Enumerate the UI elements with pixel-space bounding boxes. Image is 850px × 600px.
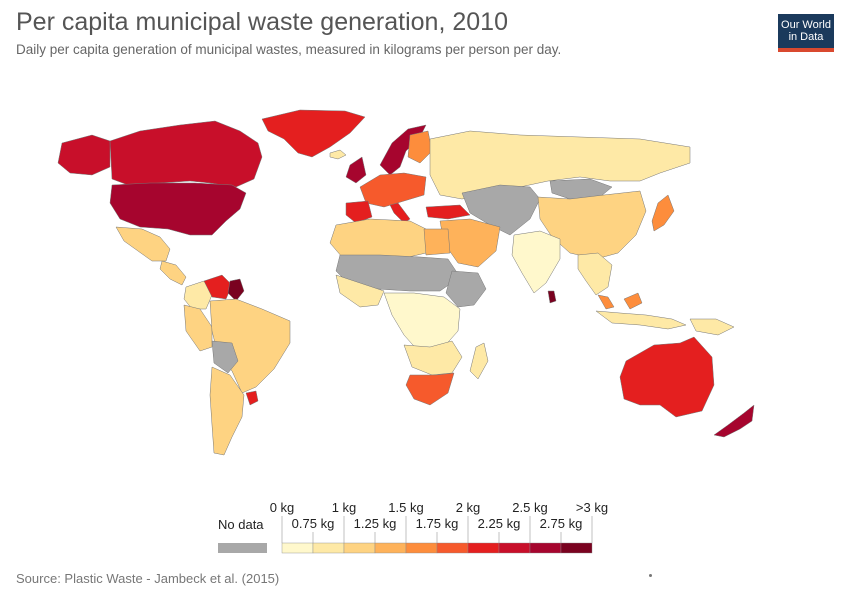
- region-greenland: [261, 109, 366, 158]
- region-australia: [619, 336, 715, 418]
- map-regions: [57, 109, 755, 456]
- region-argentina-chile: [209, 366, 245, 456]
- region-japan: [651, 194, 675, 232]
- region-kazakhstan-central: [461, 184, 541, 236]
- legend-lower-label-1: 1.25 kg: [354, 516, 397, 531]
- region-uruguay: [245, 390, 259, 406]
- region-north-africa: [329, 218, 427, 262]
- region-india: [511, 230, 561, 294]
- region-indonesia: [595, 310, 687, 330]
- region-canada: [109, 120, 263, 188]
- region-russia: [429, 130, 691, 200]
- legend-no-data-label: No data: [218, 517, 264, 532]
- region-central-africa: [383, 292, 461, 354]
- legend-lower-label-3: 2.25 kg: [478, 516, 521, 531]
- region-finland: [407, 130, 433, 164]
- legend-bin-0: [281, 542, 314, 554]
- region-egypt: [423, 228, 451, 256]
- legend-scale: 0 kg 1 kg 1.5 kg 2 kg 2.5 kg >3 kg 0.75 kg 1.25…: [270, 500, 608, 554]
- source-note: Source: Plastic Waste - Jambeck et al. (…: [16, 571, 280, 586]
- region-central-america: [159, 260, 187, 286]
- legend-bin-6: [467, 542, 500, 554]
- legend-upper-label-5: >3 kg: [576, 500, 608, 515]
- page-title: Per capita municipal waste generation, 2…: [16, 8, 508, 36]
- owid-logo[interactable]: Our World in Data: [778, 14, 834, 52]
- legend-upper-label-2: 1.5 kg: [388, 500, 423, 515]
- legend-no-data-swatch: [218, 543, 267, 553]
- region-turkey: [425, 204, 471, 220]
- legend-bin-1: [312, 542, 345, 554]
- region-iceland: [329, 149, 347, 160]
- legend-bin-4: [405, 542, 438, 554]
- region-sri-lanka: [547, 290, 557, 304]
- legend-lower-label-4: 2.75 kg: [540, 516, 583, 531]
- region-new-zealand: [713, 404, 755, 438]
- legend-bin-2: [343, 542, 376, 554]
- region-southern-africa: [403, 340, 463, 376]
- region-east-africa: [445, 270, 487, 308]
- region-bolivia: [211, 340, 239, 374]
- legend-bin-7: [498, 542, 531, 554]
- legend-bin-5: [436, 542, 469, 554]
- legend-lower-label-0: 0.75 kg: [292, 516, 335, 531]
- region-west-africa: [335, 274, 385, 308]
- region-mexico: [115, 226, 171, 262]
- legend-upper-label-3: 2 kg: [456, 500, 481, 515]
- logo-line-1: Our World: [781, 19, 831, 31]
- region-madagascar: [469, 342, 489, 380]
- page-subtitle: Daily per capita generation of municipal…: [16, 42, 562, 57]
- legend-bin-3: [374, 542, 407, 554]
- world-map: [57, 109, 755, 456]
- legend-upper-label-4: 2.5 kg: [512, 500, 547, 515]
- region-southeast-asia: [577, 252, 613, 296]
- region-alaska: [57, 134, 111, 176]
- region-usa: [109, 182, 247, 236]
- region-malaysia: [597, 292, 643, 310]
- region-western-europe: [359, 172, 427, 208]
- region-china: [537, 190, 647, 260]
- region-peru: [183, 304, 213, 352]
- legend-bin-9: [560, 542, 593, 554]
- region-papua-new-guinea: [689, 318, 735, 336]
- region-south-africa: [405, 372, 455, 406]
- legend-lower-label-2: 1.75 kg: [416, 516, 459, 531]
- region-guyana: [227, 278, 245, 302]
- map-legend: No data 0 kg 1 kg 1.5 kg 2 kg 2.5 kg >3 kg 0.7…: [218, 496, 638, 556]
- legend-upper-label-1: 1 kg: [332, 500, 357, 515]
- legend-upper-label-0: 0 kg: [270, 500, 295, 515]
- decorative-dot: [649, 574, 652, 577]
- region-uk-ireland: [345, 156, 367, 184]
- legend-bin-8: [529, 542, 562, 554]
- logo-line-2: in Data: [788, 31, 824, 43]
